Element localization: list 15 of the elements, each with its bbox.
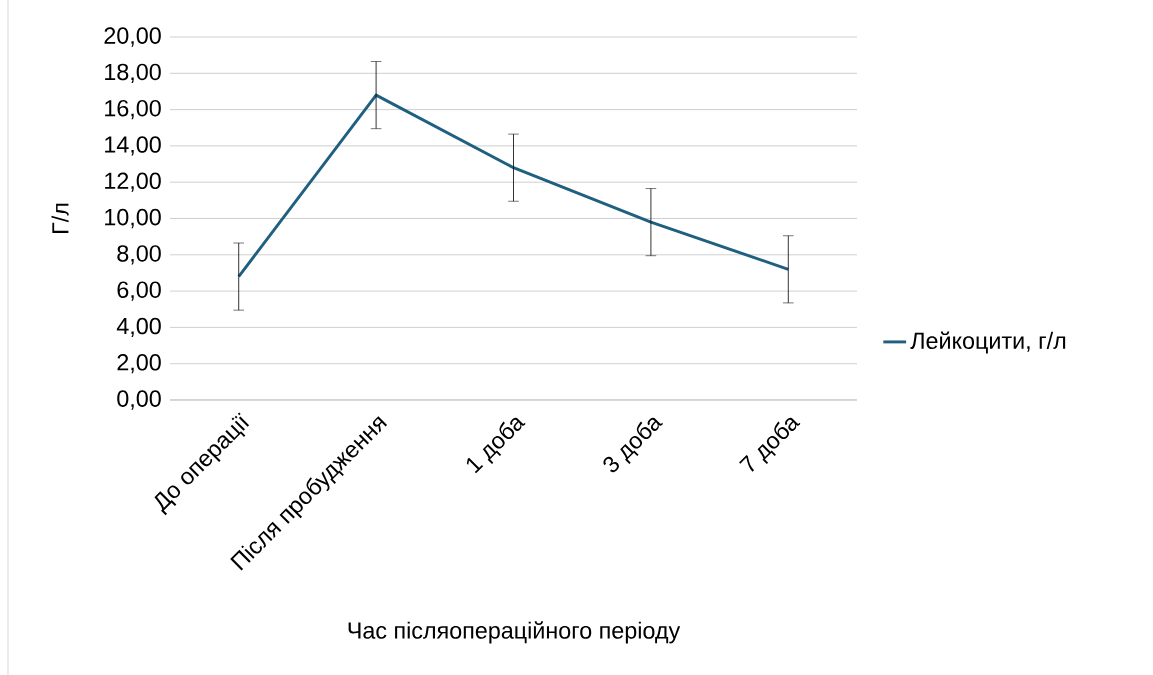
- x-axis-title: Час післяопераційного періоду: [348, 621, 681, 644]
- y-tick-label: 6,00: [117, 281, 161, 301]
- y-tick-label: 16,00: [105, 99, 161, 120]
- y-tick-label: 10,00: [105, 208, 161, 229]
- y-tick-label: 14,00: [105, 136, 161, 156]
- y-axis-title: Г/л: [51, 203, 69, 233]
- y-tick-label: 18,00: [105, 63, 161, 83]
- y-tick-label: 4,00: [116, 317, 161, 338]
- y-tick-label: 12,00: [105, 172, 161, 192]
- line-series: [237, 93, 790, 279]
- y-tick-label: 0,00: [117, 390, 161, 410]
- y-tick-label: 2,00: [117, 354, 161, 374]
- y-tick-label: 20,00: [104, 27, 161, 47]
- legend-label: Лейкоцити, г/л: [910, 331, 1066, 354]
- y-tick-label: 8,00: [117, 245, 161, 265]
